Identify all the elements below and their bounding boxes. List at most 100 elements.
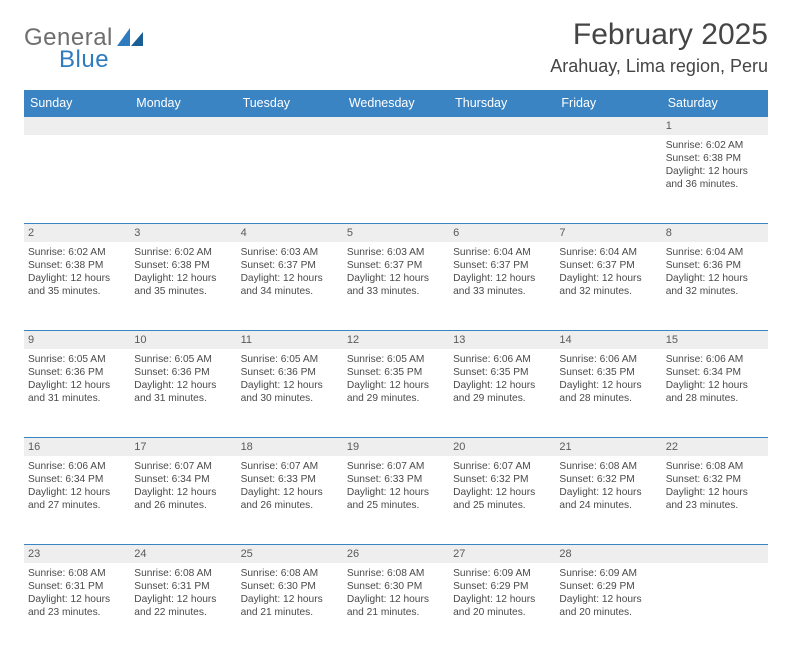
- sunrise: Sunrise: 6:07 AM: [347, 460, 445, 473]
- daylight: Daylight: 12 hours and 26 minutes.: [241, 486, 339, 512]
- daylight: Daylight: 12 hours and 31 minutes.: [134, 379, 232, 405]
- daylight: Daylight: 12 hours and 28 minutes.: [559, 379, 657, 405]
- sunrise-value: 6:06 AM: [68, 461, 105, 472]
- sunrise: Sunrise: 6:06 AM: [453, 353, 551, 366]
- dow-header: Tuesday: [237, 90, 343, 116]
- day-cell: Sunrise: 6:02 AMSunset: 6:38 PMDaylight:…: [130, 242, 236, 330]
- sunset-value: 6:32 PM: [597, 474, 635, 485]
- sunrise: Sunrise: 6:09 AM: [559, 567, 657, 580]
- sunrise-prefix: Sunrise:: [666, 247, 706, 258]
- sunrise-prefix: Sunrise:: [453, 568, 493, 579]
- week-row: Sunrise: 6:02 AMSunset: 6:38 PMDaylight:…: [24, 135, 768, 223]
- dow-header: Wednesday: [343, 90, 449, 116]
- sunrise-prefix: Sunrise:: [134, 247, 174, 258]
- sunset-prefix: Sunset:: [28, 260, 65, 271]
- sunrise-value: 6:07 AM: [493, 461, 530, 472]
- sunrise-prefix: Sunrise:: [559, 354, 599, 365]
- sunrise-value: 6:08 AM: [174, 568, 211, 579]
- sunrise-value: 6:05 AM: [68, 354, 105, 365]
- day-number: 23: [24, 545, 130, 563]
- sunset-prefix: Sunset:: [134, 260, 171, 271]
- day-number: 10: [130, 331, 236, 349]
- day-number: 17: [130, 438, 236, 456]
- day-cell: Sunrise: 6:05 AMSunset: 6:36 PMDaylight:…: [24, 349, 130, 437]
- sunrise-value: 6:08 AM: [600, 461, 637, 472]
- sunset-value: 6:35 PM: [491, 367, 529, 378]
- sunrise: Sunrise: 6:06 AM: [28, 460, 126, 473]
- day-number: 4: [237, 224, 343, 242]
- day-number: 2: [24, 224, 130, 242]
- sunset-value: 6:35 PM: [384, 367, 422, 378]
- day-cell: Sunrise: 6:02 AMSunset: 6:38 PMDaylight:…: [24, 242, 130, 330]
- sunset-value: 6:37 PM: [491, 260, 529, 271]
- sunset: Sunset: 6:38 PM: [134, 259, 232, 272]
- daylight-prefix: Daylight:: [134, 487, 176, 498]
- sunset-prefix: Sunset:: [134, 474, 171, 485]
- dow-header: Sunday: [24, 90, 130, 116]
- sunset-value: 6:30 PM: [278, 581, 316, 592]
- sunrise-value: 6:08 AM: [387, 568, 424, 579]
- sunset-prefix: Sunset:: [347, 260, 384, 271]
- sunset-prefix: Sunset:: [241, 367, 278, 378]
- sunrise-prefix: Sunrise:: [28, 247, 68, 258]
- daylight: Daylight: 12 hours and 24 minutes.: [559, 486, 657, 512]
- day-cell: Sunrise: 6:03 AMSunset: 6:37 PMDaylight:…: [237, 242, 343, 330]
- sunset-value: 6:36 PM: [278, 367, 316, 378]
- week-row: Sunrise: 6:08 AMSunset: 6:31 PMDaylight:…: [24, 563, 768, 651]
- sunrise-prefix: Sunrise:: [347, 247, 387, 258]
- sunrise-prefix: Sunrise:: [559, 568, 599, 579]
- sunrise-value: 6:06 AM: [493, 354, 530, 365]
- sunrise-value: 6:06 AM: [706, 354, 743, 365]
- sunset-value: 6:38 PM: [703, 153, 741, 164]
- week-row: Sunrise: 6:02 AMSunset: 6:38 PM Daylight:…: [24, 242, 768, 330]
- day-cell: Sunrise: 6:02 AMSunset: 6:38 PMDaylight:…: [662, 135, 768, 223]
- day-number: [130, 117, 236, 135]
- sunset: Sunset: 6:37 PM: [453, 259, 551, 272]
- week-row: Sunrise: 6:05 AM Sunset: 6:36 PM Daylight:…: [24, 349, 768, 437]
- daylight-prefix: Daylight:: [241, 273, 283, 284]
- day-cell: Sunrise: 6:08 AMSunset: 6:32 PMDaylight:…: [662, 456, 768, 544]
- daynum-row: 2345678: [24, 223, 768, 242]
- sunset-value: 6:37 PM: [597, 260, 635, 271]
- sunrise-prefix: Sunrise:: [666, 140, 706, 151]
- sunset: Sunset: 6:35 PM: [347, 366, 445, 379]
- sunset-prefix: Sunset:: [453, 581, 490, 592]
- daylight: Daylight: 12 hours and 25 minutes.: [453, 486, 551, 512]
- sunrise-value: 6:02 AM: [706, 140, 743, 151]
- day-cell: Sunrise: 6:08 AMSunset: 6:30 PMDaylight:…: [237, 563, 343, 651]
- sunset: Sunset: 6:36 PM: [666, 259, 764, 272]
- sunrise: Sunrise: 6:07 AM: [134, 460, 232, 473]
- sunset-value: 6:37 PM: [278, 260, 316, 271]
- sunset-prefix: Sunset:: [347, 581, 384, 592]
- day-cell: Sunrise: 6:04 AMSunset: 6:37 PMDaylight:…: [555, 242, 661, 330]
- sunrise-prefix: Sunrise:: [453, 461, 493, 472]
- sunrise: Sunrise: 6:05 AM: [28, 353, 126, 366]
- title-block: February 2025 Arahuay, Lima region, Peru: [550, 18, 768, 77]
- sunrise-prefix: Sunrise:: [241, 461, 281, 472]
- sunset: Sunset: 6:30 PM: [241, 580, 339, 593]
- daylight: Daylight: 12 hours and 20 minutes.: [453, 593, 551, 619]
- sunset: Sunset: 6:29 PM: [559, 580, 657, 593]
- sunrise-value: 6:04 AM: [493, 247, 530, 258]
- sunrise: Sunrise: 6:08 AM: [559, 460, 657, 473]
- sunset-value: 6:31 PM: [65, 581, 103, 592]
- day-number: 19: [343, 438, 449, 456]
- sunrise-value: 6:02 AM: [174, 247, 211, 258]
- sunrise-value: 6:05 AM: [174, 354, 211, 365]
- daylight-prefix: Daylight:: [28, 273, 70, 284]
- sunset: Sunset: 6:33 PM: [241, 473, 339, 486]
- sunset-value: 6:29 PM: [597, 581, 635, 592]
- daynum-row: 9101112131415: [24, 330, 768, 349]
- day-cell: Sunrise: 6:08 AMSunset: 6:32 PMDaylight:…: [555, 456, 661, 544]
- day-number: [24, 117, 130, 135]
- day-cell: Sunrise: 6:07 AMSunset: 6:33 PMDaylight:…: [343, 456, 449, 544]
- daylight-prefix: Daylight:: [666, 380, 708, 391]
- day-number: 21: [555, 438, 661, 456]
- sunset-value: 6:34 PM: [703, 367, 741, 378]
- daylight-prefix: Daylight:: [28, 487, 70, 498]
- day-cell: [449, 135, 555, 223]
- sunset: Sunset: 6:34 PM: [134, 473, 232, 486]
- daylight-prefix: Daylight:: [453, 273, 495, 284]
- sunrise-value: 6:07 AM: [174, 461, 211, 472]
- daylight-prefix: Daylight:: [666, 273, 708, 284]
